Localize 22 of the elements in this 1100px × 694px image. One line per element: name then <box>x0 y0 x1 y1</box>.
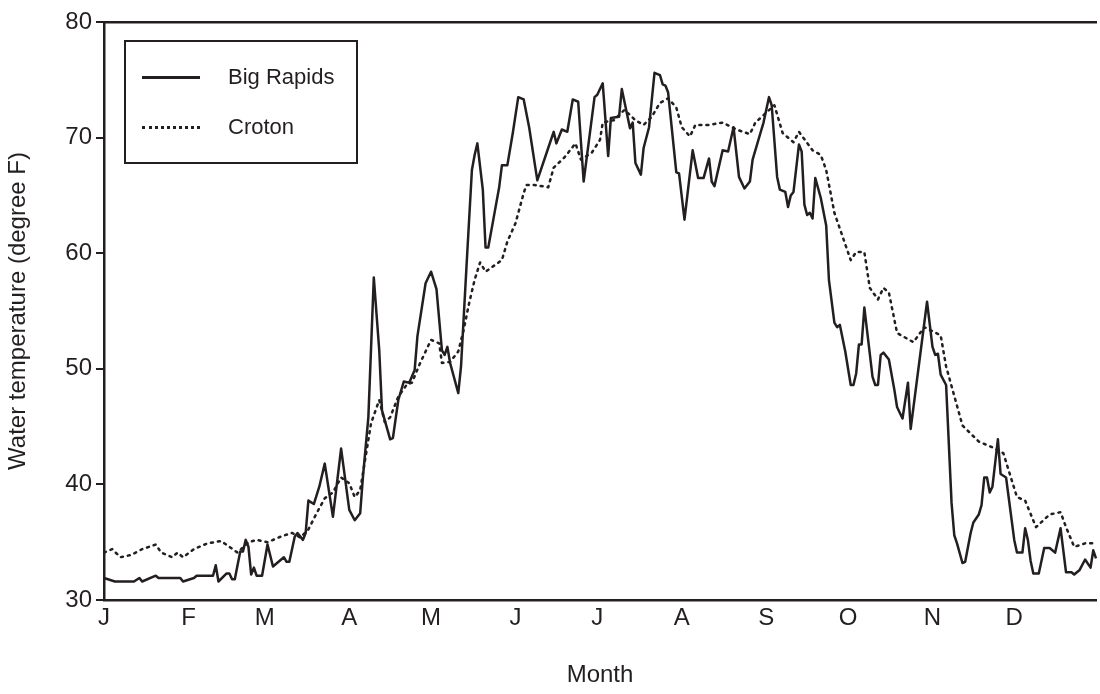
x-tick-label: N <box>923 603 942 631</box>
x-tick-label: S <box>758 603 775 631</box>
y-tick-label: 60 <box>65 237 92 265</box>
x-tick-label: A <box>673 603 690 631</box>
x-tick-label: F <box>181 603 196 631</box>
y-tick-label: 70 <box>65 122 92 150</box>
x-axis-title: Month <box>566 660 634 688</box>
y-tick-label: 50 <box>65 353 92 381</box>
x-tick-label: M <box>254 603 275 631</box>
legend-label: Big Rapids <box>228 64 335 90</box>
y-tick-label: 40 <box>65 469 92 497</box>
x-tick-label: M <box>421 603 442 631</box>
x-tick-label: J <box>509 603 522 631</box>
y-tick-label: 30 <box>65 584 92 612</box>
x-tick-label: J <box>98 603 110 631</box>
x-tick-label: O <box>838 603 858 631</box>
x-tick-label: D <box>1005 603 1023 631</box>
legend-label: Croton <box>228 114 295 140</box>
y-tick-label: 80 <box>65 6 92 34</box>
x-tick-label: A <box>341 603 358 631</box>
x-tick-label: J <box>591 603 604 631</box>
y-axis-title: Water temperature (degree F) <box>3 152 31 470</box>
